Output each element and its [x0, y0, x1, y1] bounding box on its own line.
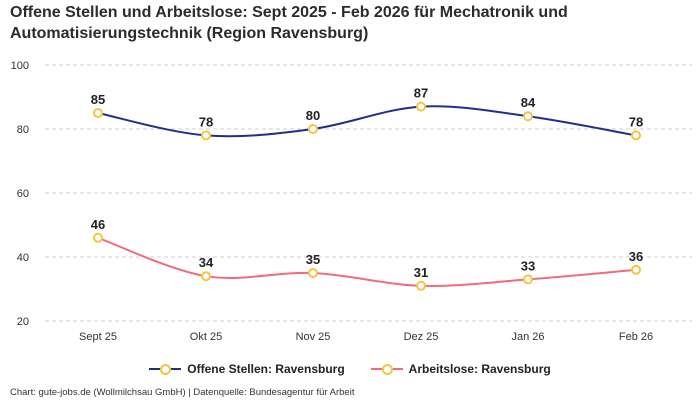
- data-point[interactable]: [523, 274, 533, 285]
- legend-item-arbeitslose[interactable]: Arbeitslose: Ravensburg: [370, 362, 551, 376]
- data-label: 85: [91, 92, 105, 107]
- series-line: [97, 105, 637, 138]
- series-line: [97, 236, 637, 287]
- legend-swatch-offene-stellen: [149, 363, 182, 375]
- data-label: 87: [414, 86, 428, 101]
- y-tick-label: 100: [11, 60, 29, 72]
- series-lines: [93, 101, 641, 291]
- legend-item-offene-stellen[interactable]: Offene Stellen: Ravensburg: [149, 362, 345, 376]
- data-label: 33: [521, 258, 535, 273]
- legend: Offene Stellen: Ravensburg Arbeitslose: …: [0, 362, 700, 376]
- data-point[interactable]: [308, 124, 318, 134]
- data-label: 34: [199, 255, 214, 270]
- line-chart: 20 40 60 80 100 Sept 25 Okt 25 Nov 25 Dez 25 Jan…: [11, 60, 692, 343]
- data-point[interactable]: [631, 264, 641, 275]
- x-tick-label: Jan 26: [511, 331, 544, 343]
- data-point[interactable]: [308, 268, 318, 278]
- data-label: 78: [629, 114, 643, 129]
- data-label: 31: [414, 265, 428, 280]
- y-tick-label: 80: [17, 124, 29, 136]
- x-tick-label: Okt 25: [190, 331, 222, 343]
- data-point[interactable]: [416, 280, 426, 291]
- data-point[interactable]: [416, 101, 426, 112]
- data-point[interactable]: [201, 130, 211, 141]
- grid-lines: [45, 64, 692, 322]
- y-tick-label: 40: [17, 252, 29, 264]
- y-tick-label: 60: [17, 188, 29, 200]
- legend-swatch-arbeitslose: [370, 363, 403, 375]
- data-labels: 85 78 80 87 84 78 46 34 35 31 33 36: [91, 86, 643, 280]
- y-tick-label: 20: [17, 316, 29, 328]
- data-label: 80: [306, 108, 320, 123]
- x-tick-label: Sept 25: [79, 331, 117, 343]
- data-label: 35: [306, 252, 320, 267]
- x-tick-label: Nov 25: [296, 331, 331, 343]
- x-axis-ticks: Sept 25 Okt 25 Nov 25 Dez 25 Jan 26 Feb 26: [79, 331, 653, 343]
- legend-label-arbeitslose: Arbeitslose: Ravensburg: [408, 362, 551, 376]
- data-point[interactable]: [631, 130, 641, 141]
- x-tick-label: Feb 26: [619, 331, 653, 343]
- data-point[interactable]: [201, 271, 211, 282]
- chart-title: Offene Stellen und Arbeitslose: Sept 202…: [10, 4, 568, 42]
- data-point[interactable]: [523, 111, 533, 122]
- x-tick-label: Dez 25: [404, 331, 439, 343]
- data-label: 36: [629, 249, 643, 264]
- data-label: 46: [91, 217, 105, 232]
- chart-footer: Chart: gute-jobs.de (Wollmilchsau GmbH) …: [10, 387, 355, 398]
- data-point[interactable]: [93, 232, 103, 243]
- legend-label-offene-stellen: Offene Stellen: Ravensburg: [187, 362, 345, 376]
- y-axis-ticks: 20 40 60 80 100: [11, 60, 29, 328]
- data-point[interactable]: [93, 108, 103, 118]
- data-label: 84: [521, 95, 536, 110]
- data-label: 78: [199, 114, 213, 129]
